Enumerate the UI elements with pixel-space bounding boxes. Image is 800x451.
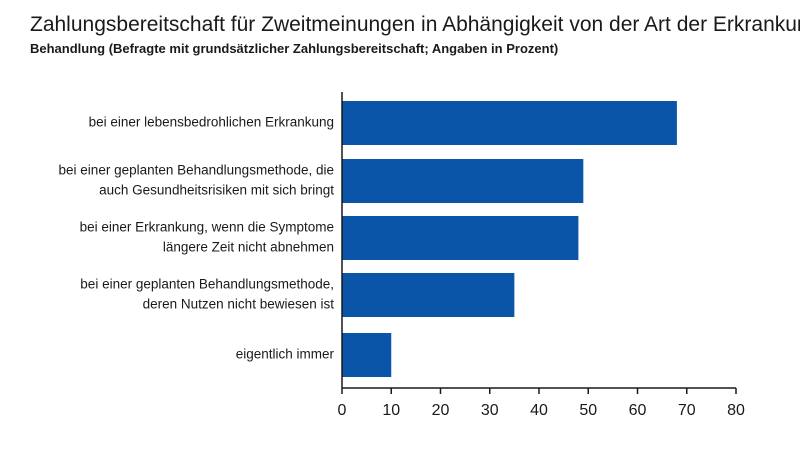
x-tick-label-5: 50 bbox=[579, 402, 597, 419]
x-tick-label-7: 70 bbox=[678, 402, 696, 419]
bar-4 bbox=[342, 333, 392, 377]
category-label-0-0: bei einer lebensbedrohlichen Erkrankung bbox=[89, 115, 334, 130]
category-labels-group: bei einer lebensbedrohlichen Erkrankung b… bbox=[59, 115, 335, 362]
x-tick-label-0: 0 bbox=[338, 402, 347, 419]
category-label-3-0: bei einer geplanten Behandlungsmethode, bbox=[80, 277, 334, 292]
bar-0 bbox=[342, 101, 677, 145]
x-tick-label-8: 80 bbox=[727, 402, 745, 419]
bars-group bbox=[342, 101, 677, 377]
x-tick-label-2: 20 bbox=[432, 402, 450, 419]
x-tick-label-1: 10 bbox=[382, 402, 400, 419]
bar-2 bbox=[342, 216, 579, 260]
category-label-4-0: eigentlich immer bbox=[236, 347, 335, 362]
x-axis: 0 10 20 30 40 50 60 70 80 bbox=[338, 92, 745, 419]
bar-3 bbox=[342, 273, 515, 317]
bar-1 bbox=[342, 159, 584, 203]
chart-subtitle: Behandlung (Befragte mit grundsätzlicher… bbox=[30, 41, 559, 56]
category-label-2-0: bei einer Erkrankung, wenn die Symptome bbox=[80, 220, 334, 235]
x-tick-label-6: 60 bbox=[629, 402, 647, 419]
category-label-2-1: längere Zeit nicht abnehmen bbox=[163, 240, 334, 255]
category-label-1-0: bei einer geplanten Behandlungsmethode, … bbox=[59, 163, 334, 178]
category-label-3-1: deren Nutzen nicht bewiesen ist bbox=[143, 297, 335, 312]
category-label-1-1: auch Gesundheitsrisiken mit sich bringt bbox=[99, 183, 334, 198]
x-tick-label-4: 40 bbox=[530, 402, 548, 419]
x-tick-label-3: 30 bbox=[481, 402, 499, 419]
chart-title: Zahlungsbereitschaft für Zweitmeinungen … bbox=[30, 13, 800, 36]
